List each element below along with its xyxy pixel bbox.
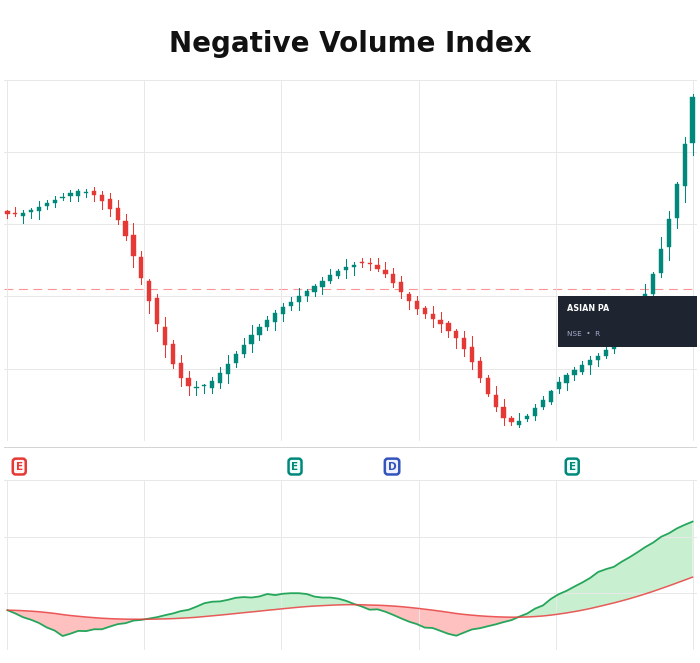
Bar <box>21 213 25 216</box>
Bar <box>76 191 80 196</box>
FancyBboxPatch shape <box>559 296 700 347</box>
Bar <box>360 262 364 263</box>
Bar <box>604 350 608 356</box>
Bar <box>517 421 522 424</box>
Bar <box>596 355 600 360</box>
Bar <box>258 327 262 335</box>
Bar <box>430 314 435 319</box>
Bar <box>249 335 253 343</box>
Bar <box>620 334 624 342</box>
Bar <box>675 184 679 218</box>
Bar <box>651 274 655 294</box>
Text: E: E <box>568 461 576 471</box>
Bar <box>202 385 206 387</box>
Bar <box>494 395 498 407</box>
Bar <box>289 302 293 306</box>
Bar <box>123 221 127 237</box>
Bar <box>84 192 88 193</box>
Bar <box>573 370 577 375</box>
Bar <box>281 308 285 314</box>
Bar <box>462 337 466 349</box>
Bar <box>423 308 427 314</box>
Bar <box>447 323 451 331</box>
Bar <box>155 298 159 324</box>
Bar <box>525 416 529 419</box>
Bar <box>549 391 553 402</box>
Bar <box>564 375 568 383</box>
Bar <box>45 203 49 206</box>
Bar <box>438 320 442 324</box>
Bar <box>321 280 325 287</box>
Bar <box>368 263 372 265</box>
Bar <box>241 345 246 354</box>
Bar <box>541 400 545 407</box>
Bar <box>178 363 183 378</box>
Bar <box>132 235 136 256</box>
Bar <box>612 342 616 349</box>
Bar <box>52 200 57 203</box>
Bar <box>627 323 631 333</box>
Bar <box>636 310 640 324</box>
Text: Negative Volume Index: Negative Volume Index <box>169 30 531 58</box>
Text: E: E <box>15 461 23 471</box>
Bar <box>265 320 270 327</box>
Bar <box>139 257 144 278</box>
Bar <box>234 354 238 363</box>
Bar <box>37 207 41 211</box>
Text: NSE  •  R: NSE • R <box>567 331 600 337</box>
Bar <box>478 361 482 378</box>
Bar <box>336 271 340 276</box>
Bar <box>454 330 458 338</box>
Bar <box>328 275 332 280</box>
Bar <box>659 249 663 272</box>
Text: D: D <box>388 461 396 471</box>
Bar <box>218 373 222 383</box>
Bar <box>171 344 175 364</box>
Bar <box>384 270 388 274</box>
Bar <box>13 213 18 214</box>
Bar <box>147 281 151 301</box>
Bar <box>682 144 687 186</box>
Bar <box>344 267 348 271</box>
Bar <box>210 381 214 388</box>
Bar <box>297 296 301 302</box>
Bar <box>415 301 419 309</box>
Bar <box>69 193 73 196</box>
Bar <box>352 265 356 267</box>
Bar <box>588 359 592 365</box>
Text: ASIAN PA: ASIAN PA <box>567 304 609 312</box>
Bar <box>163 327 167 345</box>
Bar <box>312 286 316 292</box>
Bar <box>556 383 561 389</box>
Bar <box>226 364 230 374</box>
Bar <box>29 210 33 211</box>
Bar <box>273 314 277 322</box>
Bar <box>186 378 190 386</box>
Bar <box>407 294 411 301</box>
Bar <box>92 191 96 195</box>
Bar <box>100 196 104 201</box>
Bar <box>375 265 379 269</box>
Bar <box>399 282 403 292</box>
Bar <box>690 97 694 143</box>
Bar <box>533 408 537 416</box>
Bar <box>470 347 474 363</box>
Bar <box>304 291 309 296</box>
Bar <box>667 219 671 247</box>
Bar <box>108 199 112 209</box>
Bar <box>643 294 648 312</box>
Bar <box>6 211 10 213</box>
Bar <box>580 365 584 372</box>
Bar <box>60 197 64 198</box>
Bar <box>391 274 395 282</box>
Bar <box>195 387 199 388</box>
Bar <box>510 418 514 422</box>
Bar <box>486 379 490 394</box>
Bar <box>116 208 120 220</box>
Text: E: E <box>291 461 299 471</box>
Bar <box>501 407 505 418</box>
